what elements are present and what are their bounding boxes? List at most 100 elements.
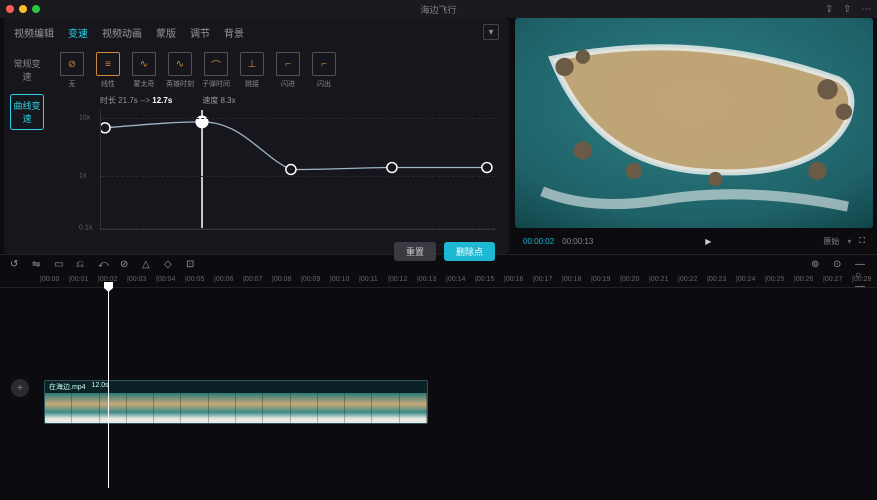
clip-thumb xyxy=(209,393,236,424)
project-title: 海边飞行 xyxy=(420,3,456,16)
preset-label: 线性 xyxy=(101,79,115,89)
preset-label: 蒙太奇 xyxy=(134,79,155,89)
speed-graph[interactable]: 10x1x0.1x xyxy=(100,110,495,230)
ruler-tick: |00:09 xyxy=(301,276,320,283)
clip-thumb xyxy=(263,393,290,424)
preset-5[interactable]: ⊥ 跳接 xyxy=(238,52,266,89)
tab-1[interactable]: 变速 xyxy=(68,25,88,40)
ruler-tick: |00:28 xyxy=(852,276,871,283)
ruler-tick: |00:11 xyxy=(359,276,378,283)
time-current: 00:00:02 xyxy=(523,237,554,246)
close-dot[interactable] xyxy=(6,5,14,13)
curve-point[interactable] xyxy=(286,165,296,175)
curve-point[interactable] xyxy=(101,123,110,133)
ruler-tick: |00:16 xyxy=(504,276,523,283)
clip-thumb xyxy=(400,393,427,424)
play-button[interactable]: ▶ xyxy=(705,237,711,246)
window-controls[interactable] xyxy=(6,5,40,13)
preset-icon: ∿ xyxy=(132,52,156,76)
ruler-tick: |00:17 xyxy=(533,276,552,283)
dur-new: 12.7s xyxy=(152,96,172,105)
clip-duration: 12.0s xyxy=(92,382,109,392)
ruler-tick: |00:21 xyxy=(649,276,668,283)
clip-thumb xyxy=(236,393,263,424)
ruler-tick: |00:04 xyxy=(156,276,175,283)
preset-3[interactable]: ∿ 英雄时刻 xyxy=(166,52,194,89)
tl-right-0[interactable]: ⊚ xyxy=(811,259,823,271)
track-add-button[interactable]: + xyxy=(11,379,29,397)
preview-viewport[interactable] xyxy=(515,18,873,228)
preset-label: 子弹时间 xyxy=(202,79,230,89)
ruler-tick: |00:24 xyxy=(736,276,755,283)
ruler-tick: |00:23 xyxy=(707,276,726,283)
ruler-tick: |00:18 xyxy=(562,276,581,283)
clip-thumb xyxy=(318,393,345,424)
preset-icon: ⊘ xyxy=(60,52,84,76)
preset-1[interactable]: ≡ 线性 xyxy=(94,52,122,89)
ruler-tick: |00:20 xyxy=(620,276,639,283)
y-axis-label: 10x xyxy=(79,115,90,122)
reset-button[interactable]: 重置 xyxy=(394,242,436,261)
clip-thumb xyxy=(154,393,181,424)
preset-label: 无 xyxy=(69,79,76,89)
tl-tool-8[interactable]: ⊡ xyxy=(186,259,198,271)
tab-2[interactable]: 视频动画 xyxy=(102,25,142,40)
tl-right-1[interactable]: ⊙ xyxy=(833,259,845,271)
side-tab-1[interactable]: 曲线变速 xyxy=(10,94,44,130)
more-icon[interactable]: ⋯ xyxy=(861,4,871,14)
fullscreen-icon[interactable]: ⛶ xyxy=(859,236,865,246)
ruler-tick: |00:06 xyxy=(214,276,233,283)
tl-tool-3[interactable]: ⎌ xyxy=(76,259,88,271)
ruler-tick: |00:14 xyxy=(446,276,465,283)
tl-right-2[interactable]: —○— xyxy=(855,259,867,271)
preset-0[interactable]: ⊘无 xyxy=(58,52,86,89)
clip-thumb xyxy=(372,393,399,424)
preset-4[interactable]: ⌒子弹时间 xyxy=(202,52,230,89)
export-icon[interactable]: ⇪ xyxy=(825,4,835,14)
min-dot[interactable] xyxy=(19,5,27,13)
share-icon[interactable]: ⇧ xyxy=(843,4,853,14)
clip-name: 在海边.mp4 xyxy=(49,382,86,392)
tl-tool-1[interactable]: ⇋ xyxy=(32,259,44,271)
preset-2[interactable]: ∿ 蒙太奇 xyxy=(130,52,158,89)
preset-6[interactable]: ⌐闪进 xyxy=(274,52,302,89)
curve-editor[interactable]: 时长 21.7s --> 12.7s 速度 8.3x 10x1x0.1x xyxy=(50,91,509,236)
tab-0[interactable]: 视频编辑 xyxy=(14,25,54,40)
timeline-playhead[interactable] xyxy=(108,288,109,488)
tl-tool-0[interactable]: ↺ xyxy=(10,259,22,271)
timeline-ruler[interactable]: |00:00|00:01|00:02|00:03|00:04|00:05|00:… xyxy=(0,274,877,288)
tab-4[interactable]: 调节 xyxy=(190,25,210,40)
y-axis-label: 0.1x xyxy=(79,225,92,232)
tl-tool-7[interactable]: ◇ xyxy=(164,259,176,271)
tl-tool-6[interactable]: △ xyxy=(142,259,154,271)
speed-readout: 速度 8.3x xyxy=(202,95,235,106)
delete-point-button[interactable]: 删除点 xyxy=(444,242,495,261)
ruler-tick: |00:03 xyxy=(127,276,146,283)
timeline[interactable]: + 在海边.mp4 12.0s xyxy=(0,288,877,488)
max-dot[interactable] xyxy=(32,5,40,13)
curve-point[interactable] xyxy=(387,163,397,173)
side-tab-0[interactable]: 常规变速 xyxy=(10,52,44,88)
preset-label: 英雄时刻 xyxy=(166,79,194,89)
preset-label: 跳接 xyxy=(245,79,259,89)
preset-7[interactable]: ⌐闪出 xyxy=(310,52,338,89)
preset-icon: ⊥ xyxy=(240,52,264,76)
tl-tool-5[interactable]: ⊘ xyxy=(120,259,132,271)
ruler-tick: |00:05 xyxy=(185,276,204,283)
ruler-tick: |00:22 xyxy=(678,276,697,283)
tl-tool-2[interactable]: ▭ xyxy=(54,259,66,271)
preset-icon: ≡ xyxy=(96,52,120,76)
tab-3[interactable]: 蒙版 xyxy=(156,25,176,40)
ruler-tick: |00:27 xyxy=(823,276,842,283)
ruler-tick: |00:13 xyxy=(417,276,436,283)
clip-thumb xyxy=(291,393,318,424)
ruler-tick: |00:00 xyxy=(40,276,59,283)
tab-5[interactable]: 背景 xyxy=(224,25,244,40)
preset-icon: ∿ xyxy=(168,52,192,76)
inspector-panel: 视频编辑变速视频动画蒙版调节背景▾ 常规变速曲线变速 ⊘无≡线性∿蒙太奇∿英雄时… xyxy=(4,18,509,254)
tabs-dropdown[interactable]: ▾ xyxy=(483,24,499,40)
ratio-label[interactable]: 原始 xyxy=(823,236,839,247)
tl-tool-4[interactable]: ⤺ xyxy=(98,259,110,271)
curve-point[interactable] xyxy=(482,163,492,173)
video-clip[interactable]: 在海边.mp4 12.0s xyxy=(44,380,428,424)
